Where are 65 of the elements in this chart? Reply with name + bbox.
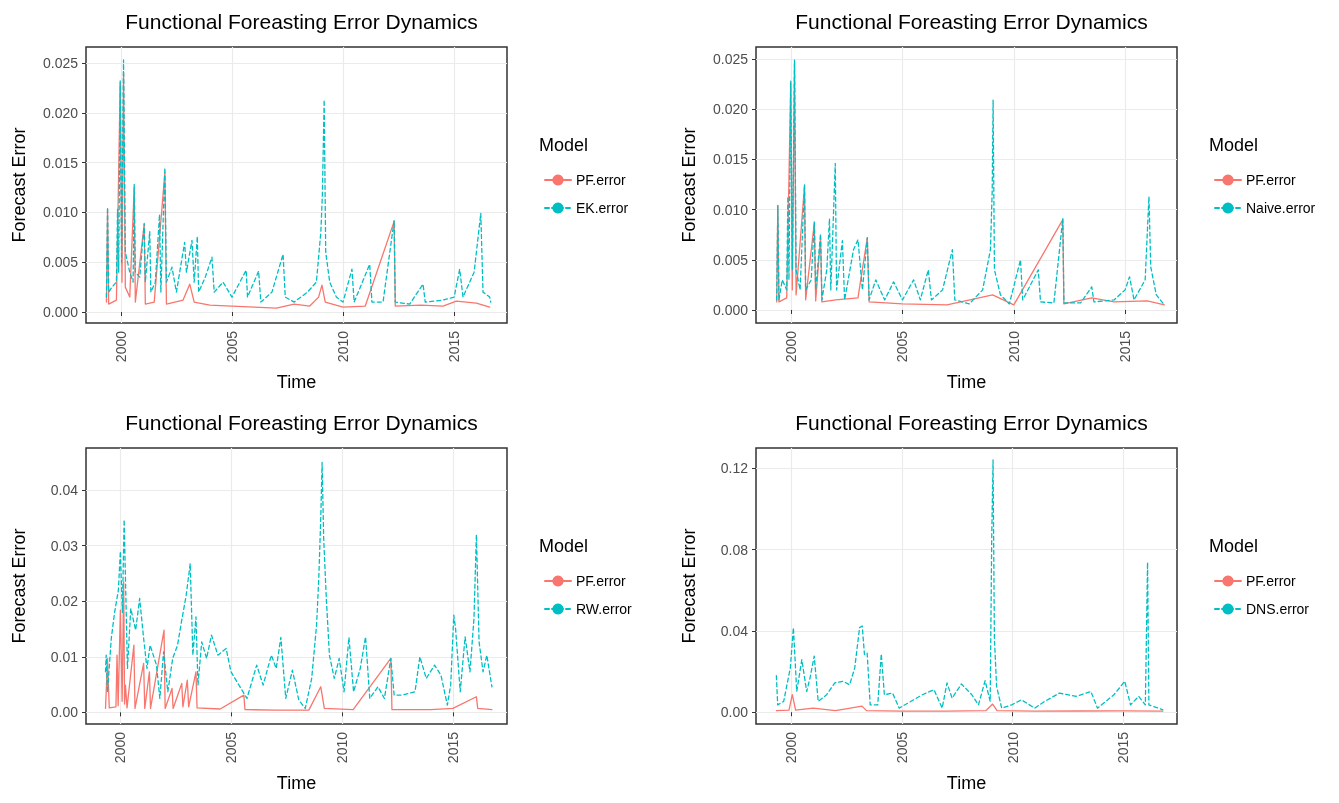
legend-label: EK.error [576,200,629,216]
y-tick-label: 0.010 [712,201,749,218]
legend-label: DNS.error [1246,601,1310,617]
legend-label: PF.error [1246,172,1297,188]
y-axis-title: Forecast Error [679,127,699,243]
y-tick-label: 0.000 [712,301,749,318]
line-series [104,461,493,710]
legend-title: Model [1209,536,1259,556]
x-tick-label: 2015 [444,731,461,764]
x-tick-label: 2000 [112,731,129,764]
y-tick-label: 0.005 [712,251,749,268]
x-tick-label: 2000 [112,330,129,363]
y-tick-label: 0.015 [712,151,749,168]
x-tick-label: 2000 [783,731,800,764]
y-tick-label: 0.00 [50,704,79,721]
y-tick-label: 0.020 [42,104,79,121]
y-tick-label: 0.00 [720,704,749,721]
x-tick-label: 2005 [223,330,240,363]
x-tick-label: 2010 [334,731,351,764]
x-tick-label: 2015 [446,330,463,363]
legend-label: PF.error [576,573,627,589]
y-tick-label: 0.12 [720,460,749,477]
chart-title: Functional Foreasting Error Dynamics [125,411,478,434]
legend-title: Model [539,135,589,155]
y-tick-label: 0.025 [42,54,79,71]
chart-title: Functional Foreasting Error Dynamics [125,10,478,33]
x-tick-label: 2015 [1115,731,1132,764]
x-tick-label: 2005 [893,731,910,764]
legend-title: Model [1209,135,1259,155]
chart-title: Functional Foreasting Error Dynamics [795,411,1148,434]
y-axis-title: Forecast Error [679,528,699,644]
x-tick-label: 2010 [1004,731,1021,764]
line-series [104,581,493,711]
y-axis-title: Forecast Error [9,127,29,243]
y-tick-label: 0.020 [712,101,749,118]
legend-label: PF.error [576,172,627,188]
line-series [775,694,1164,712]
y-tick-label: 0.005 [42,254,79,271]
y-tick-label: 0.010 [42,204,79,221]
y-tick-label: 0.03 [50,537,79,554]
x-tick-label: 2005 [223,731,240,764]
x-tick-label: 2015 [1117,330,1134,363]
y-tick-label: 0.000 [42,304,79,321]
x-axis-title: Time [276,372,317,392]
y-tick-label: 0.02 [50,593,79,610]
y-tick-label: 0.025 [712,51,749,68]
y-tick-label: 0.04 [50,482,79,499]
chart-title: Functional Foreasting Error Dynamics [795,10,1148,33]
y-tick-label: 0.015 [42,154,79,171]
x-axis-title: Time [946,773,987,793]
legend-label: RW.error [576,601,633,617]
legend-label: PF.error [1246,573,1297,589]
legend-title: Model [539,536,589,556]
x-tick-label: 2000 [783,330,800,363]
line-series [775,459,1164,711]
x-axis-title: Time [946,372,987,392]
y-tick-label: 0.04 [720,622,749,639]
y-tick-label: 0.01 [50,648,79,665]
x-tick-label: 2010 [335,330,352,363]
y-tick-label: 0.08 [720,541,749,558]
x-tick-label: 2005 [894,330,911,363]
x-tick-label: 2010 [1005,330,1022,363]
y-axis-title: Forecast Error [9,528,29,644]
x-axis-title: Time [276,773,317,793]
legend-label: Naive.error [1246,200,1316,216]
